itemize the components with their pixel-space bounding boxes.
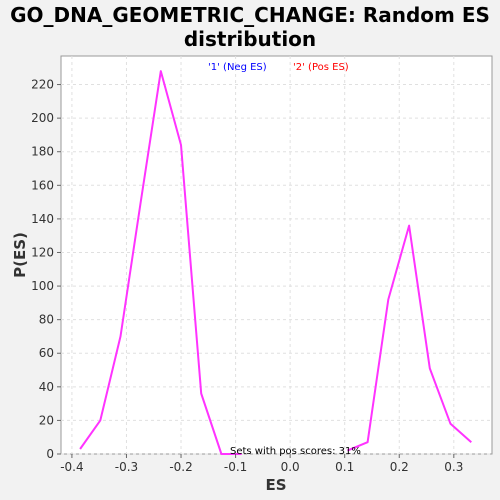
chart-title-line2: distribution xyxy=(184,27,316,51)
y-axis-ticks: 0 20 40 60 80 100 120 140 160 180 200 220 xyxy=(31,78,61,461)
y-axis-label: P(ES) xyxy=(11,232,29,278)
x-tick-label: 0.0 xyxy=(281,460,300,474)
x-axis-label: ES xyxy=(265,476,286,494)
x-tick-label: 0.3 xyxy=(444,460,463,474)
x-tick-label: -0.4 xyxy=(60,460,83,474)
y-tick-label: 220 xyxy=(31,78,54,92)
grid-lines xyxy=(61,56,492,455)
x-tick-label: 0.2 xyxy=(390,460,409,474)
y-tick-label: 0 xyxy=(46,447,54,461)
x-axis-ticks: -0.4 -0.3 -0.2 -0.1 0.0 0.1 0.2 0.3 xyxy=(60,454,463,474)
y-tick-label: 60 xyxy=(39,346,54,360)
series-line-1 xyxy=(79,70,242,455)
x-tick-label: -0.1 xyxy=(224,460,247,474)
x-tick-label: 0.1 xyxy=(335,460,354,474)
y-tick-label: 160 xyxy=(31,178,54,192)
legend-entry-neg-es: '1' (Neg ES) xyxy=(208,62,267,73)
x-tick-label: -0.3 xyxy=(115,460,138,474)
y-tick-label: 120 xyxy=(31,245,54,259)
y-tick-label: 100 xyxy=(31,279,54,293)
pos-scores-annotation: Sets with pos scores: 31% xyxy=(230,446,361,457)
y-tick-label: 200 xyxy=(31,111,54,125)
y-tick-label: 140 xyxy=(31,212,54,226)
y-tick-label: 80 xyxy=(39,313,54,327)
series-layer xyxy=(79,70,472,455)
y-tick-label: 20 xyxy=(39,413,54,427)
y-tick-label: 180 xyxy=(31,145,54,159)
series-line-2 xyxy=(347,224,472,452)
plot-area xyxy=(60,55,493,455)
y-tick-label: 40 xyxy=(39,380,54,394)
chart-title-line1: GO_DNA_GEOMETRIC_CHANGE: Random ES xyxy=(10,3,490,27)
legend-entry-pos-es: '2' (Pos ES) xyxy=(293,62,349,73)
x-tick-label: -0.2 xyxy=(169,460,192,474)
